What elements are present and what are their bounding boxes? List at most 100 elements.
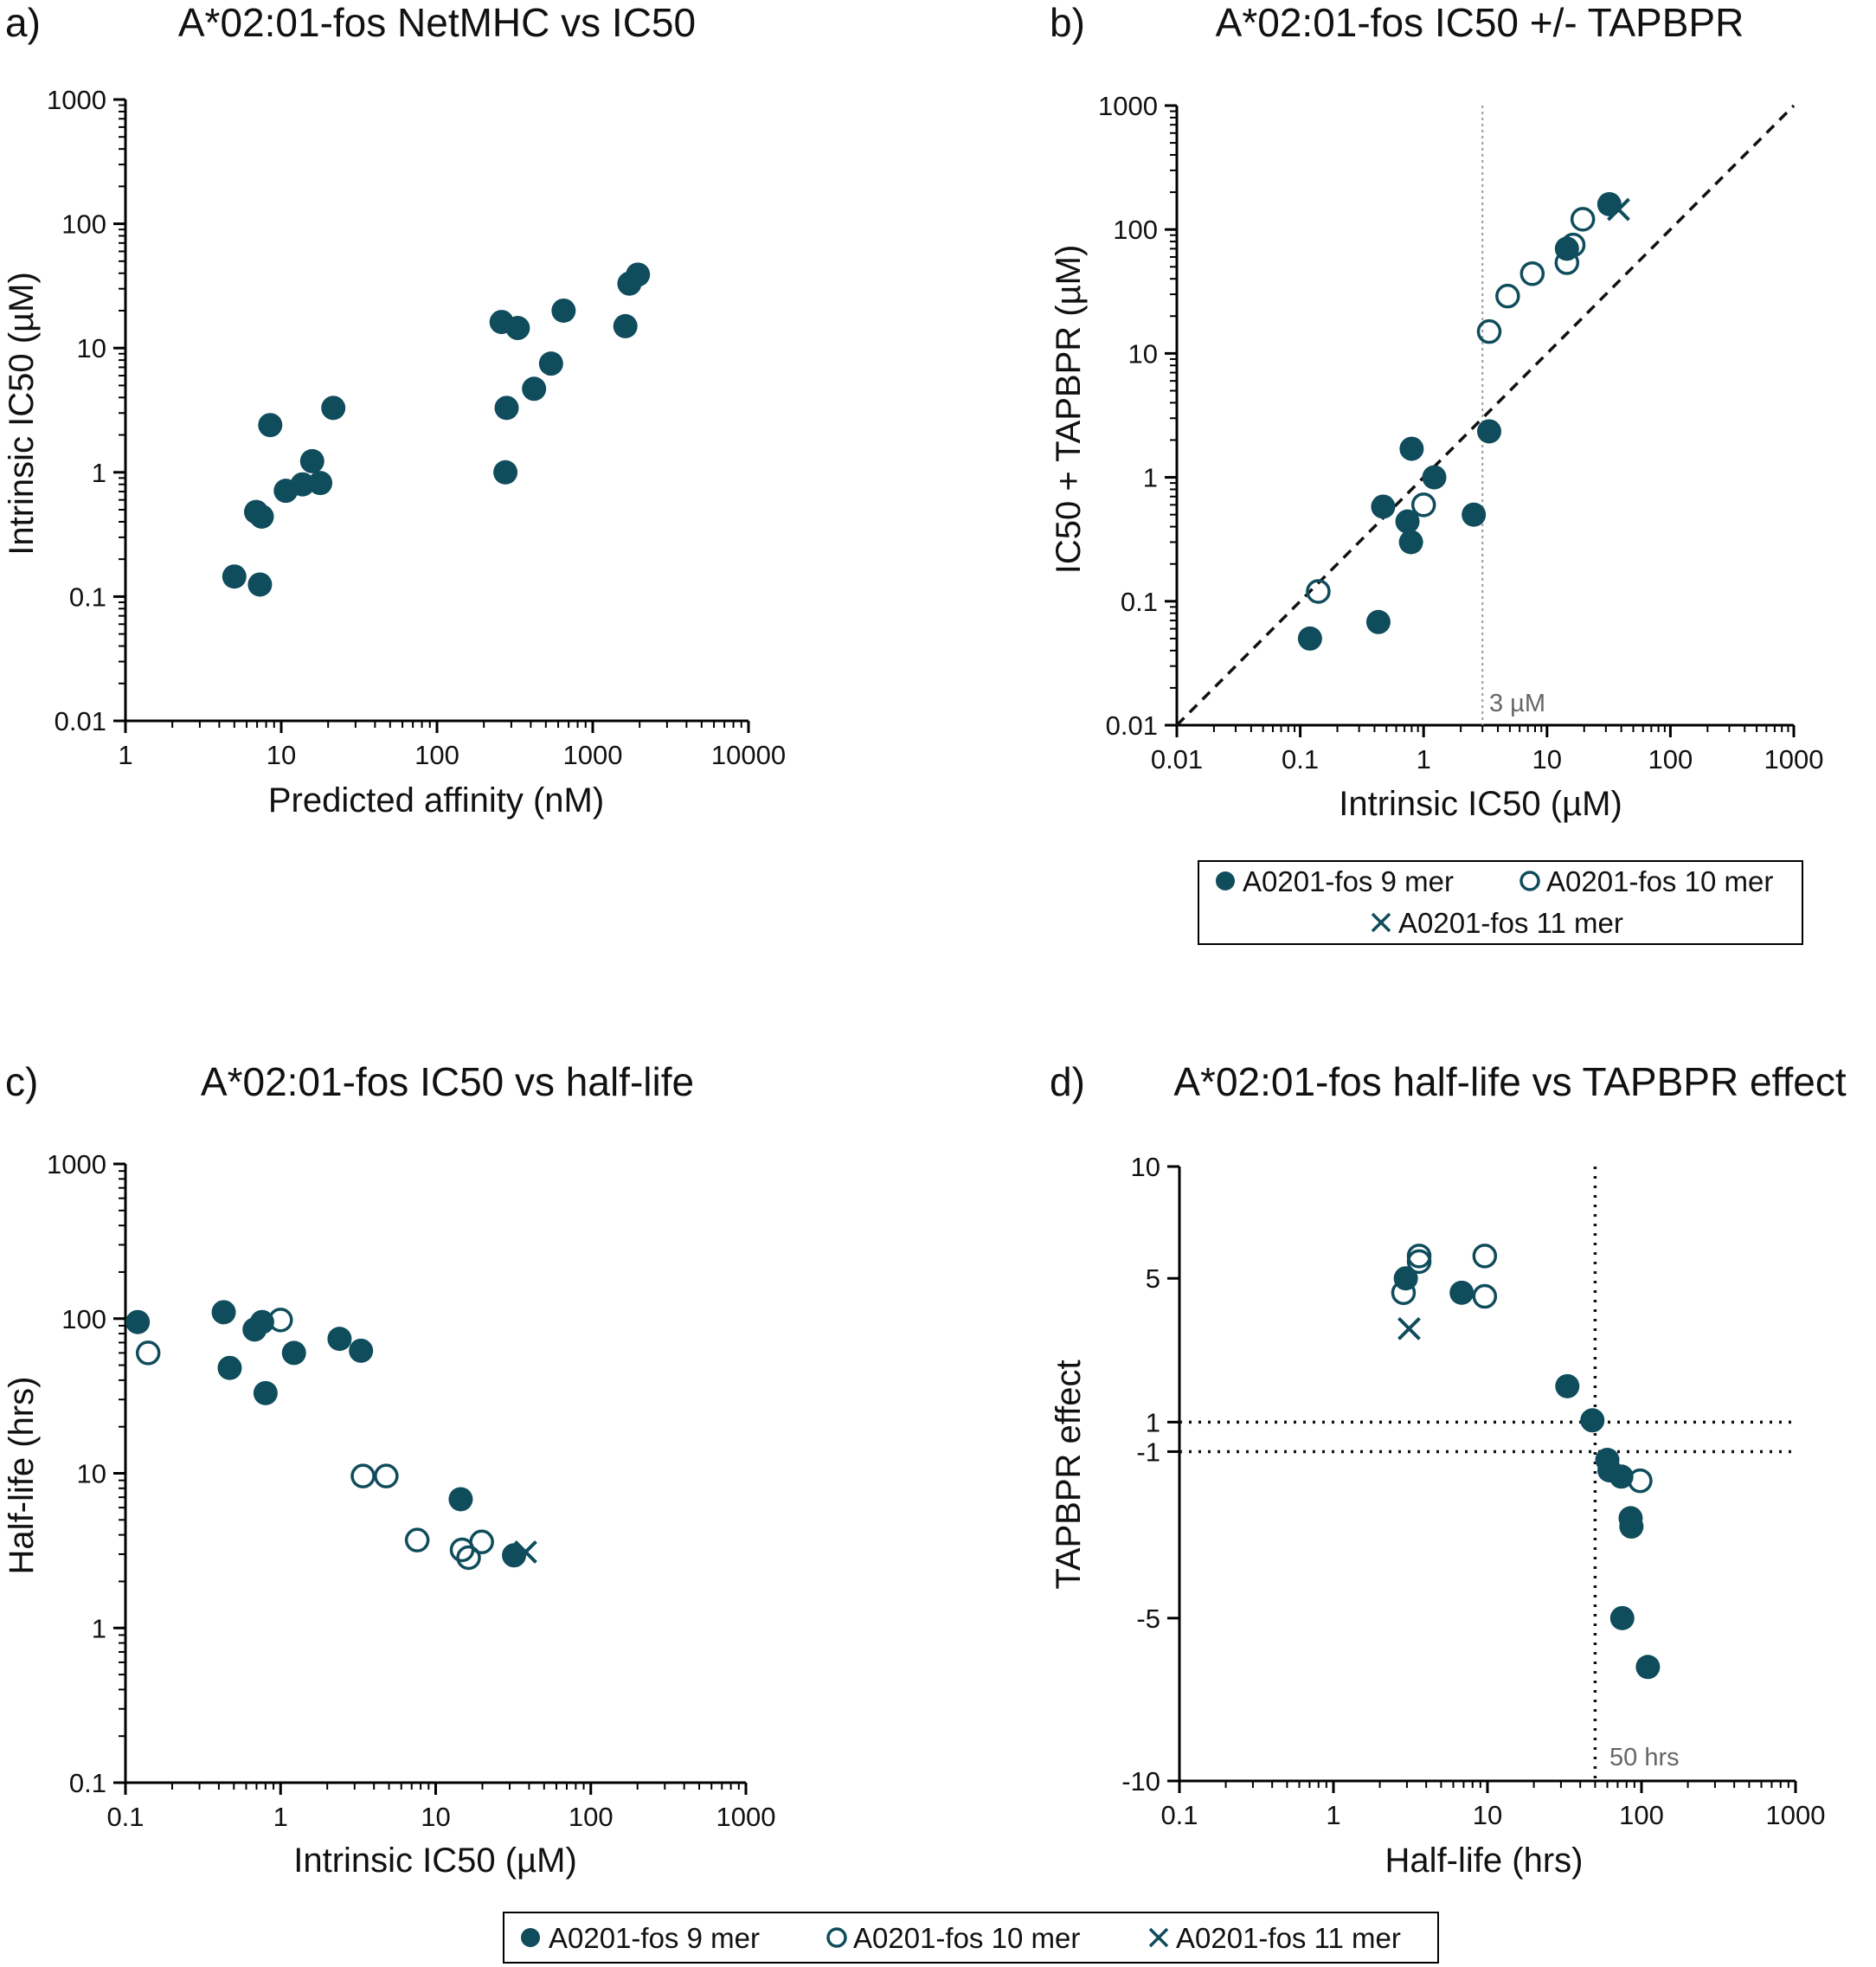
panel-c-point-9mer (327, 1327, 352, 1352)
panel-c-axes: 0.1 1 10 100 1000 0.1 1 10 100 1000 (47, 1149, 775, 1832)
panel-b-point-9mer (1371, 494, 1396, 519)
panel-c-y-tick-label: 1000 (47, 1149, 106, 1180)
panel-a-point-9mer (551, 298, 576, 323)
panel-a-x-tick-label: 10 (267, 740, 296, 770)
panel-c-points (125, 1300, 537, 1571)
panel-b-point-9mer (1462, 502, 1487, 527)
panel-d-x-tick-label: 10 (1473, 1800, 1502, 1830)
panel-b-letter: b) (1050, 0, 1085, 45)
panel-c-point-10mer (268, 1308, 293, 1333)
panel-b-point-10mer (1570, 207, 1596, 232)
panel-d-x-tick-label: 1 (1326, 1800, 1340, 1830)
panel-a-point-9mer (258, 413, 283, 438)
legend-bottom-9mer-label: A0201-fos 9 mer (549, 1922, 760, 1954)
panel-b-xlabel: Intrinsic IC50 (µM) (1339, 785, 1622, 823)
panel-c-ylabel: Half-life (hrs) (3, 1377, 41, 1575)
panel-b-x-tick-label: 1 (1417, 744, 1431, 775)
panel-b-point-9mer (1476, 419, 1501, 444)
panel-b-identity-line (1175, 104, 1796, 727)
panel-a-point-9mer (494, 395, 519, 421)
panel-a-y-tick-label: 100 (61, 209, 106, 240)
panel-a-x-tick-label: 1000 (563, 740, 623, 770)
panel-a-y-tick-label: 0.01 (55, 706, 106, 736)
panel-d-point-10mer (1406, 1249, 1432, 1275)
panel-a-point-9mer (522, 376, 547, 402)
panel-c-x-tick-label: 0.1 (106, 1802, 144, 1832)
panel-a-point-9mer (290, 472, 315, 497)
panel-b: b) A*02:01-fos IC50 +/- TAPBPR 0.01 0.1 1 1… (1050, 0, 1823, 945)
legend-bottom-11mer-label: A0201-fos 11 mer (1176, 1922, 1401, 1954)
panel-d-point-10mer (1391, 1280, 1417, 1306)
legend-top-9mer-marker (1216, 871, 1235, 890)
panel-a-point-9mer (613, 313, 638, 338)
panel-b-ylabel: IC50 + TAPBPR (µM) (1050, 245, 1088, 575)
panel-d-point-10mer (1472, 1244, 1498, 1269)
panel-b-point-11mer (1607, 197, 1630, 222)
panel-a-ylabel: Intrinsic IC50 (µM) (3, 272, 41, 556)
panel-c-point-9mer (249, 1309, 274, 1334)
legend-bottom-10mer-label: A0201-fos 10 mer (853, 1922, 1080, 1954)
legend-bottom-frame (503, 1912, 1439, 1964)
panel-c-point-9mer (211, 1300, 236, 1325)
panel-c-point-9mer (349, 1338, 374, 1363)
panel-c-point-10mer (374, 1463, 399, 1488)
panel-a-x-tick-label: 1 (118, 740, 132, 770)
panel-d-point-9mer (1609, 1464, 1634, 1489)
panel-c-point-10mer (404, 1527, 430, 1552)
panel-c-x-tick-label: 1 (273, 1802, 288, 1832)
panel-c-y-tick-label: 1 (92, 1613, 106, 1643)
panel-c-point-9mer (217, 1355, 242, 1380)
legend-bottom: A0201-fos 9 mer A0201-fos 10 mer A0201-f… (503, 1912, 1439, 1964)
panel-b-point-10mer (1306, 579, 1331, 604)
panel-a-x-tick-label: 100 (414, 740, 459, 770)
panel-d-ylabel: TAPBPR effect (1050, 1360, 1088, 1589)
panel-b-axes: 0.01 0.1 1 10 100 1000 0.01 0.1 1 10 100 1000 (1098, 91, 1823, 775)
panel-c-point-9mer (502, 1543, 527, 1568)
panel-b-point-10mer (1410, 492, 1436, 517)
panel-a-title: A*02:01-fos NetMHC vs IC50 (178, 0, 696, 45)
panel-b-point-10mer (1519, 261, 1545, 286)
panel-b-point-9mer (1399, 436, 1424, 461)
panel-c-point-9mer (281, 1340, 306, 1366)
panel-d-y-tick-label: 10 (1131, 1152, 1160, 1182)
panel-a-point-9mer (308, 471, 333, 496)
panel-b-point-9mer (1398, 530, 1423, 555)
panel-d-point-9mer (1635, 1655, 1661, 1680)
panel-d-point-9mer (1449, 1280, 1474, 1305)
panel-c-point-10mer (456, 1545, 481, 1571)
panel-a-xlabel: Predicted affinity (nM) (268, 781, 604, 820)
panel-d-letter: d) (1050, 1059, 1085, 1104)
panel-b-point-9mer (1422, 465, 1447, 490)
legend-bottom-11mer-marker (1148, 1927, 1169, 1948)
panel-d: d) A*02:01-fos half-life vs TAPBPR effec… (1050, 1059, 1847, 1880)
panel-a-point-9mer (249, 505, 274, 530)
panel-a-point-9mer (222, 564, 247, 589)
panel-b-y-tick-label: 100 (1113, 215, 1158, 245)
panel-c-point-10mer (135, 1340, 161, 1366)
panel-b-point-9mer (1597, 191, 1622, 216)
panel-c-point-9mer (448, 1487, 473, 1512)
panel-a-point-9mer (505, 316, 530, 341)
panel-a-y-tick-label: 0.1 (69, 582, 106, 612)
panel-c-letter: c) (5, 1059, 38, 1104)
panel-a: a) A*02:01-fos NetMHC vs IC50 1 10 100 1000… (3, 0, 786, 820)
panel-d-point-11mer (1397, 1316, 1421, 1340)
panel-d-y-tick-label: -1 (1136, 1437, 1160, 1467)
panel-d-point-9mer (1619, 1514, 1644, 1540)
panel-a-point-9mer (626, 262, 651, 287)
panel-c-point-10mer (350, 1463, 376, 1488)
panel-d-y-tick-label: -10 (1121, 1766, 1160, 1797)
panel-b-point-10mer (1495, 283, 1520, 309)
panel-b-point-10mer (1554, 250, 1580, 275)
panel-d-title: A*02:01-fos half-life vs TAPBPR effect (1173, 1059, 1846, 1104)
panel-c-x-tick-label: 10 (421, 1802, 450, 1832)
panel-b-title: A*02:01-fos IC50 +/- TAPBPR (1216, 0, 1744, 45)
panel-a-letter: a) (5, 0, 41, 45)
panel-c-title: A*02:01-fos IC50 vs half-life (201, 1059, 694, 1104)
panel-d-point-9mer (1609, 1605, 1635, 1630)
panel-a-point-9mer (321, 395, 346, 421)
panel-b-y-tick-label: 0.01 (1106, 710, 1158, 741)
panel-a-y-tick-label: 10 (77, 333, 106, 363)
panel-d-point-10mer (1472, 1283, 1498, 1309)
